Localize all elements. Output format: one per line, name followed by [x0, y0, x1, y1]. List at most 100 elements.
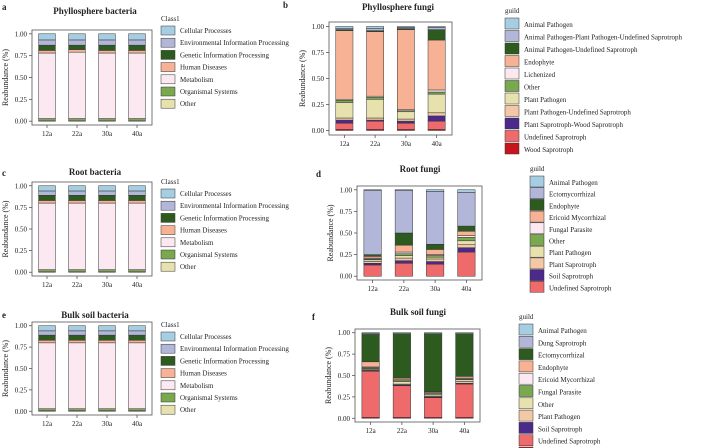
- y-tick-label: 0.00: [312, 127, 325, 135]
- legend-swatch: [504, 142, 520, 155]
- bar-segment-40a-cellular-processes: [128, 185, 146, 192]
- legend-swatch: [504, 42, 520, 55]
- bar-segment-30a-plant-pathogen: [397, 111, 415, 120]
- legend-label: Other: [549, 238, 566, 246]
- x-tick-label: 30a: [102, 281, 113, 289]
- legend-title: guild: [505, 7, 520, 15]
- bar-segment-22a-soil-saprotroph: [394, 260, 413, 264]
- bar-segment-12a-environmental-information-processing: [38, 330, 56, 336]
- legend-label: Other: [180, 406, 197, 414]
- legend-label: Undefined Saprotroph: [538, 438, 601, 446]
- x-tick-label: 30a: [102, 420, 113, 428]
- legend-label: Human Diseases: [180, 64, 227, 72]
- bar-segment-40a-lichenized: [427, 89, 446, 93]
- bar-segment-12a-ectomycorrhizal: [363, 190, 382, 255]
- bar-segment-12a-human-diseases: [38, 50, 56, 54]
- bar-segment-12a-plant-pathogen: [335, 102, 354, 119]
- legend-label: Fungal Parasite: [538, 389, 581, 397]
- bar-segment-40a-metabolism: [128, 52, 146, 119]
- bar-segment-40a-undefined-saprotroph: [457, 251, 476, 277]
- legend-label: Organismal Systems: [180, 251, 238, 259]
- y-tick-label: 1.00: [312, 23, 325, 31]
- chart-title: Bulk soil bacteria: [61, 310, 129, 320]
- bar-segment-30a-organismal-systems: [98, 269, 116, 272]
- bar-segment-40a-environmental-information-processing: [128, 190, 146, 196]
- bar-segment-22a-cellular-processes: [68, 33, 86, 41]
- legend-label: Lichenized: [524, 71, 556, 79]
- bar-segment-40a-cellular-processes: [128, 33, 146, 41]
- legend-swatch: [160, 50, 176, 60]
- legend-swatch: [160, 261, 176, 272]
- bar-segment-22a-genetic-information-processing: [68, 44, 86, 50]
- bar-segment-22a-cellular-processes: [68, 325, 86, 332]
- legend-label: Metabolism: [180, 76, 214, 84]
- legend-swatch: [160, 62, 176, 72]
- bar-segment-40a-plant-saprotroph: [457, 243, 476, 248]
- bar-segment-40a-metabolism: [128, 202, 146, 270]
- legend-swatch: [529, 175, 545, 188]
- legend-swatch: [160, 200, 176, 211]
- legend-label: Organismal Systems: [180, 88, 238, 96]
- bar-segment-40a-plant-pathogen: [455, 381, 474, 384]
- x-tick-label: 22a: [72, 420, 83, 428]
- bar-segment-22a-fungal-parasite: [394, 251, 413, 255]
- bar-segment-30a-endophyte: [397, 29, 415, 110]
- x-tick-label: 12a: [42, 130, 53, 138]
- legend-swatch: [504, 17, 520, 30]
- legend-swatch: [504, 105, 520, 117]
- y-axis-label: Reabundance (%): [298, 50, 307, 107]
- bar-segment-30a-animal-pathogen: [426, 189, 445, 192]
- y-tick-label: 0.75: [312, 49, 325, 57]
- bar-segment-30a-ectomycorrhizal: [426, 191, 445, 245]
- bar-segment-30a-genetic-information-processing: [98, 44, 116, 51]
- bar-segment-30a-ericoid-mycorrhizal: [426, 249, 445, 255]
- y-tick-label: 0.75: [340, 208, 353, 216]
- x-tick-label: 12a: [368, 285, 379, 293]
- bar-segment-22a-genetic-information-processing: [68, 195, 86, 201]
- panel-letter: d: [316, 169, 321, 179]
- bar-segment-30a-endophyte: [426, 243, 445, 250]
- legend-label: Animal Pathogen: [538, 327, 587, 335]
- bar-segment-30a-cellular-processes: [98, 33, 116, 41]
- x-tick-label: 40a: [132, 420, 143, 428]
- legend-label: Ericoid Mycorrhizal: [538, 376, 595, 384]
- bar-segment-40a-other: [427, 91, 446, 95]
- legend-swatch: [160, 98, 176, 109]
- bar-segment-12a-metabolism: [38, 202, 56, 270]
- bar-segment-12a-plant-pathogen-undefined-saprotroph: [335, 117, 354, 121]
- bar-segment-22a-other: [394, 253, 413, 256]
- legend-swatch: [529, 222, 545, 235]
- legend-label: Other: [524, 84, 541, 92]
- bar-segment-30a-environmental-information-processing: [98, 39, 116, 46]
- y-tick-label: 0.50: [15, 226, 28, 234]
- bar-segment-12a-ectomycorrhizal: [361, 334, 380, 363]
- x-tick-label: 22a: [370, 140, 381, 148]
- legend-swatch: [518, 385, 534, 397]
- panel-f: f Bulk soil fungi 0.00 0.25 0.50 0.75 1.00 Reab…: [312, 307, 601, 448]
- bar-segment-12a-plant-saprotroph-wood-saprotroph: [335, 119, 354, 124]
- legend-swatch: [529, 199, 545, 211]
- bar-segment-30a-other: [424, 394, 443, 397]
- bar-segment-12a-human-diseases: [38, 200, 56, 204]
- bar-segment-12a-animal-pathogen: [363, 189, 382, 191]
- legend-swatch: [529, 269, 545, 281]
- bar-segment-30a-undefined-saprotroph: [397, 122, 415, 130]
- bar-segment-40a-genetic-information-processing: [128, 195, 146, 201]
- legend-swatch: [518, 372, 534, 385]
- y-tick-label: 1.00: [340, 186, 353, 194]
- bar-segment-12a-organismal-systems: [38, 118, 56, 121]
- legend-swatch: [518, 360, 534, 373]
- y-tick-label: 0.25: [15, 96, 28, 104]
- legend-swatch: [529, 281, 545, 293]
- bar-segment-30a-undefined-saprotroph: [424, 397, 443, 418]
- bar-segment-30a-genetic-information-processing: [98, 195, 116, 201]
- bar-segment-40a-undefined-saprotroph: [427, 120, 446, 130]
- bar-segment-12a-metabolism: [38, 52, 56, 119]
- y-tick-label: 0.25: [15, 247, 28, 255]
- legend-label: Plant Pathogen-Undefined Saprotroph: [524, 109, 631, 117]
- bar-segment-40a-organismal-systems: [128, 118, 146, 121]
- y-tick-label: 1.00: [15, 30, 28, 38]
- legend-swatch: [160, 225, 176, 235]
- panel-letter: f: [312, 312, 316, 322]
- bar-segment-22a-organismal-systems: [68, 408, 86, 411]
